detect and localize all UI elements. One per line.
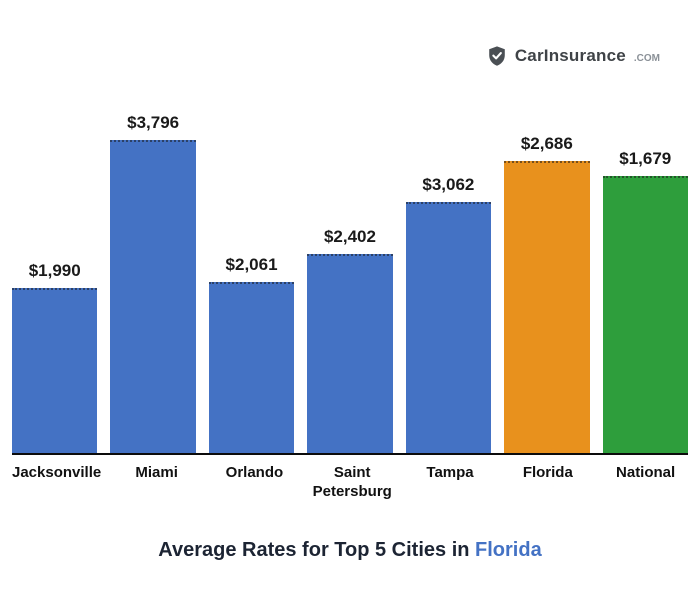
bar-value-label: $1,679 bbox=[619, 149, 672, 168]
bar bbox=[602, 176, 688, 453]
bar-column: $1,679 bbox=[602, 149, 688, 453]
x-axis-label: National bbox=[616, 464, 676, 481]
bar bbox=[405, 202, 492, 453]
bar-value-label: $2,061 bbox=[225, 255, 278, 274]
bar-chart: $1,990 $3,796 $2,061 $2,402 $3,062 $2,686 $1,6… bbox=[12, 100, 688, 502]
x-axis-label: Saint Petersburg bbox=[312, 464, 392, 500]
x-axis-labels-row: Jacksonville Miami Orlando Saint Petersburg… bbox=[12, 455, 688, 502]
x-axis-label: Tampa bbox=[426, 464, 474, 481]
bars-row: $1,990 $3,796 $2,061 $2,402 $3,062 $2,686 $1,6… bbox=[12, 100, 688, 455]
chart-title-prefix: Average Rates for Top 5 Cities in bbox=[158, 539, 476, 561]
bar bbox=[12, 288, 98, 453]
logo-brand-text: CarInsurance bbox=[514, 46, 626, 65]
bar-column: $3,062 bbox=[405, 175, 492, 453]
bar-value-label: $2,402 bbox=[323, 227, 376, 246]
bar-column: $2,061 bbox=[208, 255, 295, 453]
bar-value-label: $2,686 bbox=[520, 134, 573, 153]
bar bbox=[110, 140, 196, 453]
shield-check-icon bbox=[486, 44, 508, 68]
bar-column: $2,686 bbox=[504, 134, 590, 453]
bar-value-label: $3,796 bbox=[127, 113, 180, 132]
bar-column: $3,796 bbox=[110, 113, 196, 453]
x-axis-label: Miami bbox=[135, 464, 178, 481]
x-axis-label: Orlando bbox=[225, 464, 284, 481]
chart-title-highlight: Florida bbox=[475, 539, 542, 561]
bar bbox=[307, 254, 393, 453]
x-axis-label: Florida bbox=[522, 464, 573, 481]
bar bbox=[504, 161, 590, 453]
x-axis-label: Jacksonville bbox=[12, 464, 102, 481]
logo-tld-text: .COM bbox=[633, 52, 660, 64]
chart-title: Average Rates for Top 5 Cities in Florid… bbox=[0, 539, 700, 562]
bar-value-label: $3,062 bbox=[422, 175, 475, 194]
bar-column: $2,402 bbox=[307, 227, 393, 453]
bar-column: $1,990 bbox=[12, 261, 98, 453]
bar bbox=[208, 282, 295, 453]
carinsurance-logo: CarInsurance .COM bbox=[486, 44, 660, 68]
bar-value-label: $1,990 bbox=[28, 261, 81, 280]
